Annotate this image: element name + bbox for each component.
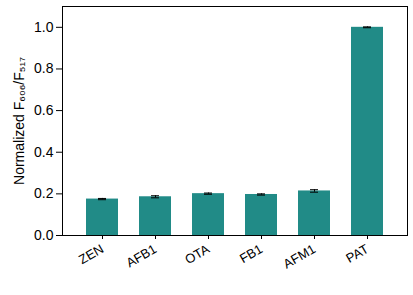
svg-text:0.6: 0.6 — [34, 102, 54, 118]
svg-text:0.0: 0.0 — [34, 227, 54, 243]
svg-text:0.2: 0.2 — [34, 185, 54, 201]
svg-text:0.4: 0.4 — [34, 144, 54, 160]
svg-text:ZEN: ZEN — [76, 241, 106, 267]
svg-text:Normalized F₆₀₆/F₅₁₇: Normalized F₆₀₆/F₅₁₇ — [11, 57, 27, 185]
svg-text:OTA: OTA — [182, 241, 212, 267]
svg-text:1.0: 1.0 — [34, 19, 54, 35]
svg-text:AFB1: AFB1 — [123, 241, 159, 270]
svg-text:AFM1: AFM1 — [281, 241, 319, 271]
svg-text:FB1: FB1 — [237, 241, 265, 266]
svg-text:PAT: PAT — [343, 241, 371, 266]
svg-text:0.8: 0.8 — [34, 60, 54, 76]
